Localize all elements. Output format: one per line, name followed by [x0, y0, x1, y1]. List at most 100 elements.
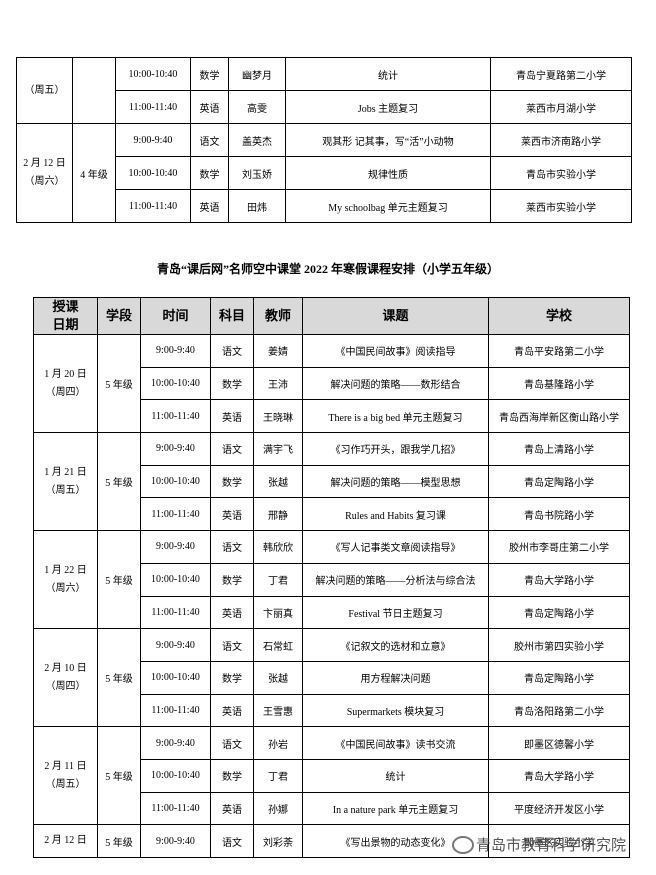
- cell: Jobs 主题复习: [285, 90, 491, 124]
- cell: 9:00-9:40: [115, 123, 191, 157]
- cell: 刘玉娇: [228, 156, 286, 190]
- cell: 青岛基隆路小学: [488, 366, 630, 401]
- cell: 语文: [210, 334, 254, 368]
- date-line: （周四）: [45, 680, 86, 692]
- wechat-icon: [452, 836, 474, 854]
- cell: 9:00-9:40: [140, 628, 211, 662]
- date-line: （周六）: [45, 582, 86, 594]
- row: 10:00-10:40 数学 张越 用方程解决问题 青岛定陶路小学: [34, 660, 630, 695]
- cell: 数学: [190, 156, 229, 190]
- row: 10:00-10:40 数学 丁君 统计 青岛大学路小学: [34, 758, 630, 793]
- cell: 9:00-9:40: [140, 726, 211, 760]
- row: 10:00-10:40 数学 刘玉娇 规律性质 青岛市实验小学: [17, 156, 632, 190]
- cell: 胶州市第四实验小学: [488, 628, 630, 662]
- grade-cell: 5 年级: [97, 432, 141, 532]
- cell: 《写人记事类文章阅读指导》: [302, 530, 489, 564]
- date-cell: 2 月 12 日 （周六）: [16, 123, 73, 223]
- cell: 青岛定陶路小学: [488, 595, 630, 630]
- cell: 田炜: [228, 189, 286, 223]
- row: 1 月 22 日 （周六） 5 年级 9:00-9:40 语文 韩欣欣 《写人记事类文章阅读…: [33, 530, 630, 630]
- cell: 青岛西海岸新区衡山路小学: [488, 399, 630, 434]
- cell: 用方程解决问题: [302, 660, 489, 695]
- cell: 11:00-11:40: [115, 189, 191, 223]
- cell: 胶州市李哥庄第二小学: [488, 530, 630, 564]
- cell: 数学: [210, 366, 254, 401]
- cell: 姜婧: [253, 334, 303, 368]
- date-line: 2 月 12 日: [44, 835, 87, 847]
- row: 2 月 11 日 （周五） 5 年级 9:00-9:40 语文 孙岩 《中国民间故事》读书交…: [33, 726, 630, 826]
- cell: 丁君: [253, 758, 303, 793]
- date-line: （周六）: [24, 176, 65, 187]
- date-line: （周四）: [45, 386, 86, 398]
- cell: 青岛洛阳路第二小学: [488, 693, 630, 728]
- cell: 青岛市实验小学: [490, 156, 632, 190]
- date-line: （周五）: [45, 778, 86, 790]
- cell: 青岛定陶路小学: [488, 464, 630, 499]
- grade-cell: [72, 57, 116, 124]
- cell: 数学: [210, 464, 254, 499]
- cell: 幽梦月: [228, 57, 286, 91]
- row: 2 月 10 日 （周四） 5 年级 9:00-9:40 语文 石常虹 《记叙文的选材和立意…: [33, 628, 630, 728]
- cell: 语文: [210, 530, 254, 564]
- cell: 9:00-9:40: [140, 334, 211, 368]
- cell: 石常虹: [253, 628, 303, 662]
- cell: 解决问题的策略——分析法与综合法: [302, 562, 489, 597]
- cell: 11:00-11:40: [115, 90, 191, 124]
- cell: 孙岩: [253, 726, 303, 760]
- cell: 语文: [190, 123, 229, 157]
- cell: My schoolbag 单元主题复习: [285, 189, 491, 223]
- cell: 英语: [210, 693, 254, 728]
- date-cell: （周五）: [16, 57, 73, 124]
- grade-cell: 4 年级: [72, 123, 116, 223]
- cell: 刘彩荼: [253, 824, 303, 858]
- cell: 莱西市济南路小学: [490, 123, 632, 157]
- cell: 英语: [210, 399, 254, 434]
- cell: 11:00-11:40: [140, 791, 211, 826]
- cell: 邢静: [253, 497, 303, 532]
- header-line: 日期: [52, 317, 79, 332]
- top-table: （周五） 10:00-10:40 数学 幽梦月 统计 青岛宁夏路第二小学 11:00-11:…: [16, 57, 632, 223]
- date-line: 2 月 11 日: [44, 760, 87, 772]
- cell: 规律性质: [285, 156, 491, 190]
- row: 11:00-11:40 英语 高雯 Jobs 主题复习 莱西市月湖小学: [17, 90, 632, 124]
- cell: 卞丽真: [253, 595, 303, 630]
- cell: 满宇飞: [253, 432, 303, 466]
- date-line: 1 月 21 日: [44, 466, 87, 478]
- cell: 10:00-10:40: [140, 366, 211, 401]
- cell: 10:00-10:40: [140, 660, 211, 695]
- cell: 平度经济开发区小学: [488, 791, 630, 826]
- cell: Rules and Habits 复习课: [302, 497, 489, 532]
- cell: 青岛宁夏路第二小学: [490, 57, 632, 91]
- row: 1 月 20 日 （周四） 5 年级 9:00-9:40 语文 姜婧 《中国民间故事》阅读指…: [33, 333, 630, 434]
- cell: 青岛上清路小学: [488, 432, 630, 466]
- date-line: 1 月 20 日: [44, 368, 87, 380]
- grade-cell: 5 年级: [97, 824, 141, 858]
- cell: 英语: [210, 791, 254, 826]
- header-line: 授课: [52, 299, 79, 314]
- cell: 莱西市月湖小学: [490, 90, 632, 124]
- cell: 《中国民间故事》读书交流: [302, 726, 489, 760]
- table-title: 青岛“课后网”名师空中课堂 2022 年寒假课程安排（小学五年级）: [156, 262, 499, 276]
- cell: 英语: [210, 595, 254, 630]
- cell: 数学: [190, 57, 229, 91]
- cell: 韩欣欣: [253, 530, 303, 564]
- header-cell: 课题: [302, 297, 489, 335]
- cell: 数学: [210, 562, 254, 597]
- cell: 统计: [302, 758, 489, 793]
- cell: 丁君: [253, 562, 303, 597]
- row: 10:00-10:40 数学 丁君 解决问题的策略——分析法与综合法 青岛大学路小学: [34, 562, 630, 597]
- grade-cell: 5 年级: [97, 333, 141, 434]
- cell: 青岛大学路小学: [488, 562, 630, 597]
- watermark: 青岛市教育科学研究院: [476, 836, 627, 854]
- cell: 即墨区德馨小学: [488, 726, 630, 760]
- header-cell: 学校: [488, 297, 630, 335]
- cell: 青岛书院路小学: [488, 497, 630, 532]
- date-cell: 1 月 20 日 （周四）: [33, 333, 98, 434]
- header-cell: 教师: [253, 297, 303, 335]
- row: 2 月 12 日 （周六） 4 年级 9:00-9:40 语文 盖英杰 观其形 记其事，写“…: [16, 123, 632, 223]
- cell: 10:00-10:40: [140, 464, 211, 499]
- cell: 英语: [190, 189, 229, 223]
- date-line: （周五）: [45, 484, 86, 496]
- cell: 《中国民间故事》阅读指导: [302, 334, 489, 368]
